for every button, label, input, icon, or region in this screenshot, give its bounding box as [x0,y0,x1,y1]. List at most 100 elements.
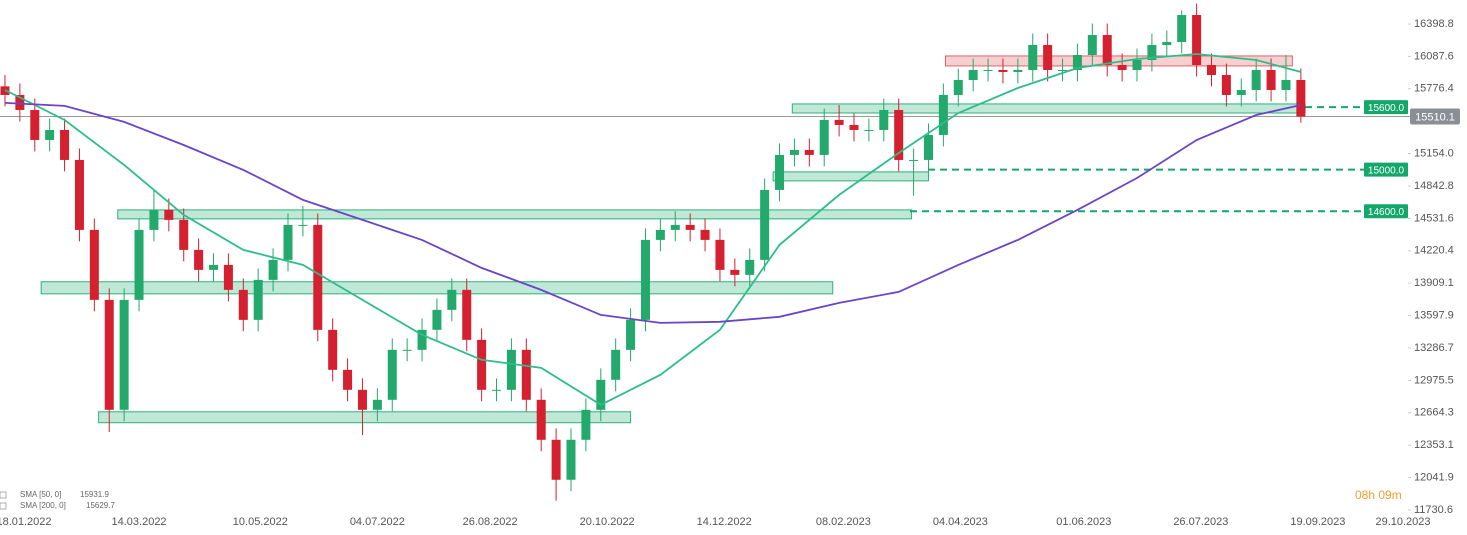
y-tick-label: 15776.4 [1414,83,1454,95]
candle-body [1013,69,1023,72]
x-tick-label: 01.06.2023 [1056,516,1111,528]
candle-body [715,239,725,270]
x-tick-label: 14.12.2022 [697,516,752,528]
candle-body [909,159,919,161]
candle-body [89,229,99,300]
x-tick-label: 10.05.2022 [233,516,288,528]
candle-body [700,229,710,240]
candle-body [15,94,25,110]
candle-body [670,224,680,230]
candle-body [343,369,353,390]
candle-body [1236,89,1246,95]
candle-body [1087,35,1097,56]
candle-body [1177,15,1187,42]
sma-line [4,102,1302,324]
candle-body [387,349,397,400]
zone [772,171,929,182]
candle-body [923,134,933,160]
x-tick-label: 26.08.2022 [463,516,518,528]
candle-body [879,109,889,130]
x-tick-label: 08.02.2023 [816,516,871,528]
legend-icon [0,491,7,499]
candle-body [1221,74,1231,95]
candle-body [298,224,308,226]
candle-body [834,119,844,125]
x-tick-label: 20.10.2022 [580,516,635,528]
candle-body [149,209,159,230]
candle-body [551,439,561,480]
candle-body [506,349,516,390]
candle-body [998,69,1008,72]
candle-body [194,249,204,270]
candle-body [849,124,859,130]
candle-body [626,319,636,350]
timer: 08h 09m [1355,488,1402,502]
legend-value: 15629.7 [86,501,115,510]
y-tick-label: 11730.6 [1414,504,1453,516]
candle-body [164,209,174,220]
candle-body [74,159,84,230]
candle-body [581,409,591,440]
candle-body [238,289,248,320]
x-tick-label: 19.09.2023 [1290,516,1345,528]
x-tick-label: 18.01.2022 [0,516,52,528]
candle-body [983,69,993,71]
candle-body [894,109,904,160]
candle-body [268,259,278,280]
candle-body [730,269,740,275]
y-tick-label: 12041.9 [1414,471,1454,483]
y-tick-label: 12353.1 [1414,439,1454,451]
sma-line [4,53,1302,406]
candle-body [1251,69,1261,90]
y-tick-label: 16398.8 [1414,18,1454,30]
candle-body [655,229,665,240]
candle-body [1072,55,1082,70]
zone [40,281,834,295]
candle-body [104,299,114,410]
candle-body [1192,15,1202,65]
level-label: 15000.0 [1368,165,1405,176]
candle-body [1058,69,1068,71]
candle-body [685,224,695,230]
candle-body [492,389,502,391]
candle-body [1028,45,1038,70]
y-tick-label: 15154.0 [1414,148,1454,160]
candle-body [209,264,219,270]
y-tick-label: 14220.4 [1414,245,1454,257]
x-tick-label: 04.07.2022 [350,516,405,528]
level-label: 15600.0 [1368,103,1405,114]
candle-body [134,229,144,300]
legend-name: SMA [50, 0] [20,490,61,499]
last-price-label: 15510.1 [1415,111,1455,123]
level-label-box [1364,100,1408,115]
candle-body [1043,45,1053,70]
y-tick-label: 13286.7 [1414,342,1454,354]
x-tick-label: 04.04.2023 [933,516,988,528]
legend-value: 15931.9 [80,490,109,499]
candle-body [119,299,129,410]
candle-body [953,79,963,95]
candle-body [789,149,799,155]
candle-body [864,129,874,131]
candle-body [760,189,770,260]
x-tick-label: 29.10.2023 [1375,516,1430,528]
candle-body [536,399,546,440]
candle-body [1162,41,1172,46]
x-tick-label: 14.03.2022 [112,516,167,528]
candle-body [462,289,472,340]
candle-body [30,109,40,140]
candle-body [1147,45,1157,61]
legend-icon [0,502,7,510]
y-tick-label: 12664.3 [1414,407,1454,419]
candle-body [60,129,70,160]
y-tick-label: 12975.5 [1414,374,1454,386]
candle-body [223,264,233,290]
candle-body [417,329,427,350]
level-label-box [1364,204,1408,219]
candle-body [357,389,367,410]
candle-body [1206,64,1216,75]
candle-body [253,279,263,320]
zone [98,411,632,424]
candle-body [745,259,755,275]
